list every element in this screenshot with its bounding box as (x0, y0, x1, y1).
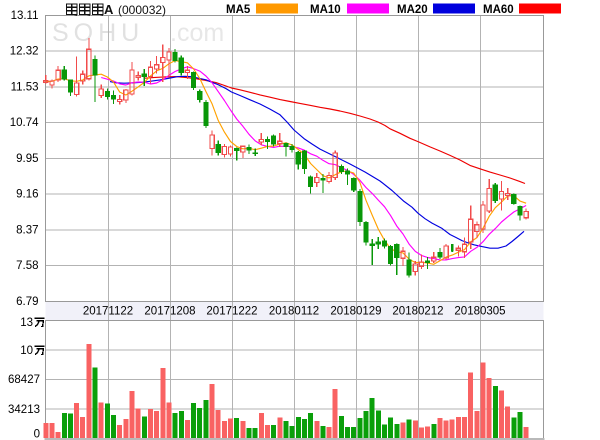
svg-text:20180129: 20180129 (330, 306, 381, 318)
svg-text:MA5: MA5 (226, 4, 251, 16)
svg-text:10.74: 10.74 (10, 117, 39, 129)
svg-text:10: 10 (20, 345, 33, 357)
svg-text:20180112: 20180112 (269, 306, 319, 318)
svg-text:13: 13 (20, 317, 33, 329)
svg-text:MA60: MA60 (483, 4, 514, 16)
svg-text:11.53: 11.53 (11, 82, 39, 94)
svg-text:9.95: 9.95 (16, 153, 38, 165)
svg-text:13.11: 13.11 (11, 10, 39, 22)
svg-text:.com: .com (170, 19, 224, 47)
svg-text:6.79: 6.79 (16, 296, 38, 308)
svg-text:20180212: 20180212 (392, 306, 443, 318)
svg-text:12.32: 12.32 (10, 46, 39, 58)
svg-text:34213: 34213 (8, 404, 40, 416)
svg-text:20171122: 20171122 (83, 306, 133, 318)
svg-text:68427: 68427 (8, 374, 40, 386)
svg-text:SOHU: SOHU (52, 19, 144, 47)
svg-text:MA20: MA20 (397, 4, 428, 16)
svg-text:20171222: 20171222 (206, 306, 257, 318)
svg-text:20180305: 20180305 (454, 306, 505, 318)
svg-text:8.37: 8.37 (16, 225, 38, 237)
svg-text:(000032): (000032) (118, 3, 166, 17)
svg-text:A: A (104, 2, 114, 17)
svg-text:0: 0 (34, 429, 40, 440)
svg-text:7.58: 7.58 (16, 260, 38, 272)
svg-text:MA10: MA10 (310, 4, 341, 16)
svg-text:9.16: 9.16 (16, 189, 38, 201)
svg-text:20171208: 20171208 (144, 306, 195, 318)
